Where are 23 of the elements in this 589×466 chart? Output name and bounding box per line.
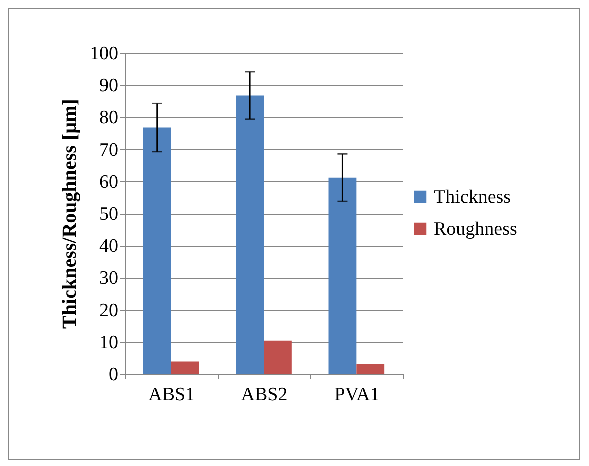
bar bbox=[236, 96, 264, 374]
x-tick-label: ABS1 bbox=[148, 384, 196, 406]
y-tick-label: 10 bbox=[100, 332, 118, 354]
y-tick-label: 60 bbox=[100, 172, 118, 193]
y-tick-label: 40 bbox=[100, 236, 118, 258]
y-axis-title: Thickness/Roughness [µm] bbox=[59, 99, 81, 329]
y-tick-label: 30 bbox=[100, 268, 118, 290]
bar bbox=[171, 362, 200, 374]
x-tick-label: PVA1 bbox=[334, 384, 380, 406]
y-tick-label: 80 bbox=[100, 108, 118, 129]
bar bbox=[328, 178, 357, 374]
x-tick-label: ABS2 bbox=[241, 384, 288, 406]
y-tick-label: 100 bbox=[90, 44, 118, 64]
legend-label: Thickness bbox=[434, 187, 512, 208]
y-tick-label: 90 bbox=[100, 76, 118, 97]
y-tick-label: 20 bbox=[100, 300, 118, 322]
bar bbox=[143, 128, 172, 374]
y-tick-label: 70 bbox=[100, 140, 118, 161]
bar bbox=[264, 340, 292, 374]
y-tick-label: 0 bbox=[109, 364, 118, 386]
y-tick-label: 50 bbox=[100, 204, 118, 225]
bar bbox=[356, 364, 385, 374]
legend-label: Roughness bbox=[434, 219, 518, 240]
